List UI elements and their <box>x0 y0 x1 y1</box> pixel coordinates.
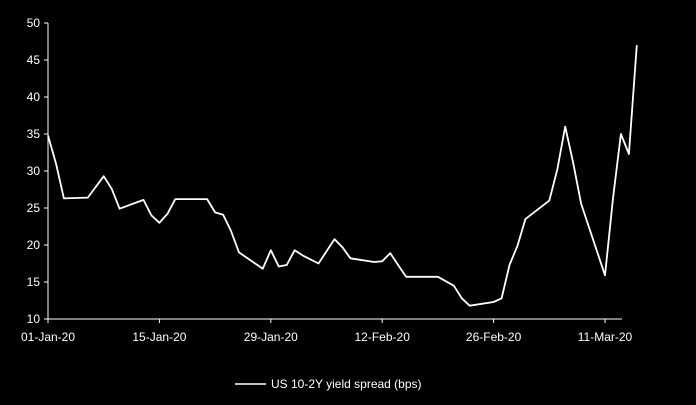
x-tick-label: 15-Jan-20 <box>132 330 186 344</box>
y-tick-label: 50 <box>27 16 41 30</box>
y-tick-label: 45 <box>27 53 41 67</box>
y-tick-label: 20 <box>27 238 41 252</box>
x-tick-label: 11-Mar-20 <box>578 330 633 344</box>
x-tick-label: 12-Feb-20 <box>355 330 411 344</box>
x-tick-label: 01-Jan-20 <box>21 330 75 344</box>
x-axis: 01-Jan-20 15-Jan-20 29-Jan-20 12-Feb-20 26-F… <box>21 318 633 344</box>
y-tick-label: 10 <box>27 312 41 326</box>
series-line <box>47 45 638 307</box>
y-tick-label: 35 <box>27 127 41 141</box>
legend-label: US 10-2Y yield spread (bps) <box>271 377 422 391</box>
x-tick-label: 26-Feb-20 <box>466 330 522 344</box>
y-tick-label: 40 <box>27 90 41 104</box>
y-tick-label: 25 <box>27 201 41 215</box>
y-axis: 10 15 20 25 30 35 40 45 50 <box>27 16 49 326</box>
y-tick-label: 30 <box>27 164 41 178</box>
x-tick-label: 29-Jan-20 <box>244 330 298 344</box>
series-layer <box>47 45 638 307</box>
y-tick-label: 15 <box>27 275 41 289</box>
legend: US 10-2Y yield spread (bps) <box>235 377 422 391</box>
